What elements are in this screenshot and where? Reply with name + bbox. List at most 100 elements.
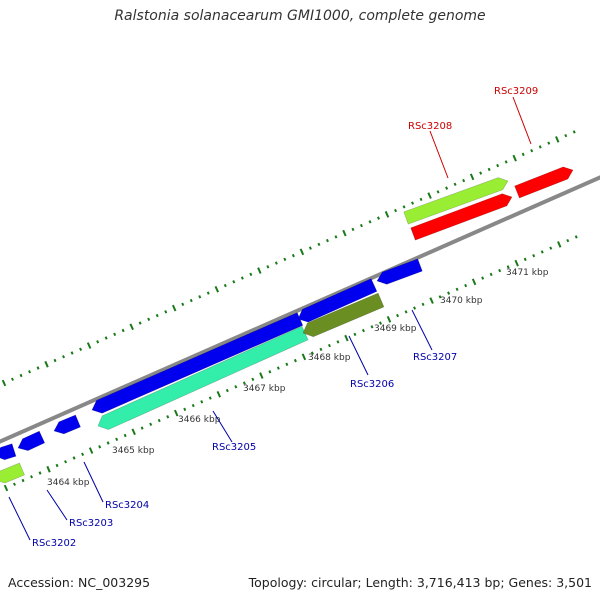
outer-tick-minor — [411, 201, 415, 205]
inner-tick-minor — [285, 362, 289, 366]
outer-tick-minor — [96, 340, 100, 344]
gene-label: RSc3205 — [212, 442, 256, 453]
inner-tick-minor — [447, 291, 451, 295]
outer-tick-major — [427, 192, 432, 199]
outer-tick-minor — [496, 163, 500, 168]
outer-tick-major — [1, 379, 7, 387]
outer-tick-minor — [530, 148, 534, 153]
outer-tick-minor — [351, 227, 355, 232]
inner-tick-minor — [72, 456, 76, 460]
gene-features — [0, 166, 574, 484]
gene-label: RSc3208 — [408, 121, 452, 132]
inner-tick-minor — [200, 400, 204, 404]
outer-tick-minor — [36, 366, 40, 370]
inner-tick-major — [173, 409, 179, 417]
inner-tick-minor — [64, 460, 68, 464]
inner-tick-major — [429, 297, 434, 304]
outer-tick-minor — [419, 197, 423, 202]
gene-leader-line — [512, 96, 532, 145]
inner-tick-minor — [361, 328, 365, 333]
outer-tick-minor — [232, 280, 236, 284]
inner-tick-minor — [123, 433, 127, 438]
outer-tick-minor — [79, 347, 83, 352]
outer-tick-minor — [479, 171, 483, 175]
outer-tick-minor — [291, 253, 295, 258]
inner-tick-minor — [21, 478, 25, 483]
inner-tick-minor — [421, 302, 425, 307]
gene-label: RSc3204 — [105, 500, 149, 511]
inner-tick-major — [514, 259, 519, 267]
inner-tick-minor — [566, 238, 570, 243]
outer-tick-major — [129, 323, 134, 331]
inner-tick-minor — [276, 366, 280, 370]
feature-rna-light — [403, 177, 509, 225]
outer-tick-minor — [368, 220, 372, 224]
outer-tick-minor — [155, 313, 159, 318]
inner-tick-major — [386, 315, 392, 323]
outer-tick-major — [257, 267, 262, 274]
inner-tick-minor — [498, 268, 502, 273]
inner-tick-minor — [455, 287, 459, 292]
outer-tick-minor — [266, 265, 270, 269]
outer-tick-minor — [334, 235, 338, 239]
genome-stats-text: Topology: circular; Length: 3,716,413 bp… — [248, 575, 592, 590]
gene-leader-line — [212, 410, 233, 443]
outer-tick-minor — [104, 336, 108, 340]
kbp-tick-label: 3471 kbp — [506, 268, 549, 278]
gene-leader-line — [411, 309, 433, 351]
kbp-tick-label: 3469 kbp — [374, 324, 417, 334]
feature-forward-cds — [410, 193, 513, 241]
inner-tick-minor — [378, 321, 383, 325]
outer-tick-minor — [19, 373, 23, 378]
outer-tick-minor — [436, 190, 440, 194]
inner-tick-minor — [191, 403, 195, 408]
feature-reverse-cds — [0, 443, 17, 461]
outer-tick-minor — [547, 141, 551, 145]
inner-tick-minor — [293, 358, 297, 363]
tick-marks — [1, 130, 578, 492]
outer-tick-minor — [113, 332, 117, 336]
inner-tick-minor — [438, 295, 442, 299]
feature-forward-cds — [514, 166, 574, 199]
inner-tick-major — [301, 353, 307, 361]
inner-tick-minor — [30, 475, 34, 479]
feature-reverse-cds — [91, 312, 304, 414]
feature-reverse-cds — [376, 258, 423, 285]
outer-tick-minor — [240, 276, 244, 280]
outer-tick-minor — [538, 145, 542, 149]
outer-tick-minor — [223, 283, 227, 288]
outer-tick-minor — [10, 377, 15, 381]
inner-tick-minor — [12, 482, 17, 486]
kbp-tick-label: 3467 kbp — [243, 384, 286, 394]
outer-tick-minor — [189, 298, 193, 303]
feature-reverse-cds — [297, 278, 378, 323]
inner-tick-major — [46, 465, 51, 473]
inner-tick-minor — [157, 418, 161, 423]
outer-tick-minor — [394, 208, 398, 213]
feature-reverse-cds — [17, 430, 46, 451]
outer-tick-minor — [402, 205, 406, 209]
inner-tick-minor — [370, 325, 374, 329]
outer-tick-major — [384, 210, 390, 218]
inner-tick-minor — [251, 377, 255, 381]
outer-tick-minor — [572, 130, 576, 134]
outer-tick-major — [555, 136, 560, 143]
inner-tick-minor — [464, 283, 468, 288]
inner-tick-minor — [225, 388, 229, 393]
kbp-tick-label: 3466 kbp — [178, 415, 221, 425]
inner-tick-major — [3, 484, 9, 492]
kbp-tick-label: 3468 kbp — [308, 353, 351, 363]
inner-tick-major — [344, 334, 349, 342]
inner-tick-minor — [413, 306, 417, 310]
outer-tick-minor — [138, 321, 142, 325]
inner-tick-major — [131, 428, 136, 436]
inner-tick-major — [88, 447, 94, 454]
inner-tick-minor — [319, 347, 323, 352]
inner-tick-minor — [166, 415, 170, 419]
outer-tick-minor — [28, 370, 32, 374]
inner-tick-minor — [481, 276, 485, 280]
gene-label: RSc3209 — [494, 86, 538, 97]
outer-tick-minor — [274, 261, 278, 265]
outer-tick-minor — [181, 302, 185, 306]
